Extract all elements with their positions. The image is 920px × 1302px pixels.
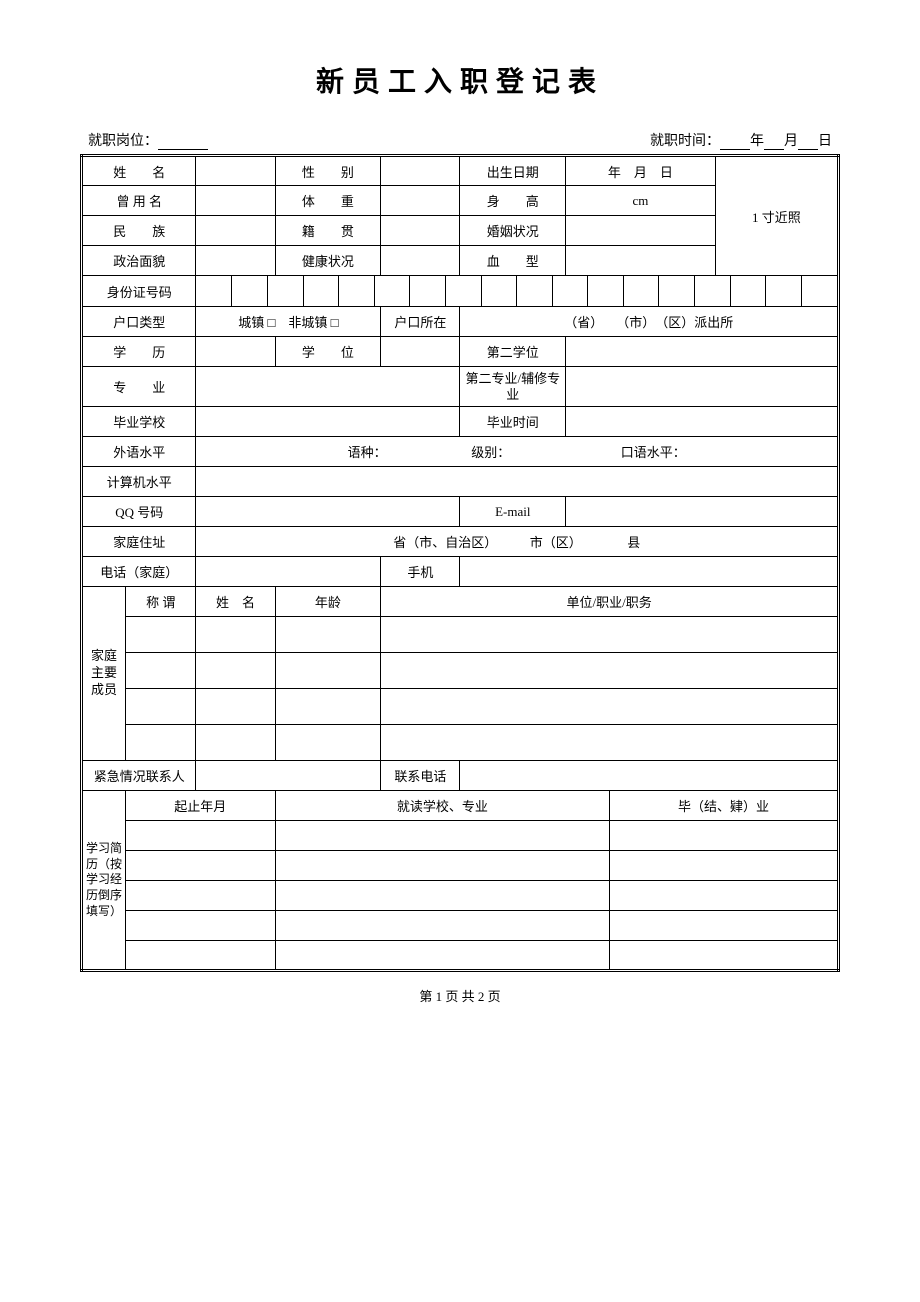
field-blood[interactable] [566, 246, 716, 276]
label-major: 专 业 [82, 367, 196, 407]
field-hukou-loc[interactable]: （省） （市） （区）派出所 [460, 307, 839, 337]
registration-form: 姓 名 性 别 出生日期 年 月 日 1 寸近照 曾 用 名 体 重 身 高 c… [80, 154, 840, 972]
study-row[interactable] [126, 851, 276, 881]
label-degree: 学 位 [275, 337, 381, 367]
header-row: 就职岗位： 就职时间：年月日 [80, 130, 840, 150]
field-education[interactable] [196, 337, 275, 367]
label-period: 起止年月 [126, 791, 276, 821]
fam-row[interactable] [126, 653, 196, 689]
field-email[interactable] [566, 497, 839, 527]
label-name: 姓 名 [82, 156, 196, 186]
field-mobile[interactable] [460, 557, 839, 587]
field-weight[interactable] [381, 186, 460, 216]
field-native-place[interactable] [381, 216, 460, 246]
label-grad-status: 毕（结、肄）业 [610, 791, 839, 821]
field-name[interactable] [196, 156, 275, 186]
field-second-major[interactable] [566, 367, 839, 407]
field-home-phone[interactable] [196, 557, 381, 587]
label-relation: 称 谓 [126, 587, 196, 617]
label-hukou-loc: 户口所在 [381, 307, 460, 337]
label-marital: 婚姻状况 [460, 216, 566, 246]
field-major[interactable] [196, 367, 460, 407]
field-computer[interactable] [196, 467, 839, 497]
field-health[interactable] [381, 246, 460, 276]
label-mobile: 手机 [381, 557, 460, 587]
study-row[interactable] [126, 911, 276, 941]
study-row[interactable] [126, 881, 276, 911]
label-study-section: 学习简历（按学习经历倒序填写） [82, 791, 126, 971]
label-home-phone: 电话（家庭） [82, 557, 196, 587]
label-weight: 体 重 [275, 186, 381, 216]
label-health: 健康状况 [275, 246, 381, 276]
field-birth[interactable]: 年 月 日 [566, 156, 716, 186]
field-ethnicity[interactable] [196, 216, 275, 246]
field-emergency[interactable] [196, 761, 381, 791]
label-emergency-phone: 联系电话 [381, 761, 460, 791]
field-marital[interactable] [566, 216, 716, 246]
fam-row[interactable] [126, 725, 196, 761]
label-education: 学 历 [82, 337, 196, 367]
field-school[interactable] [196, 407, 460, 437]
field-qq[interactable] [196, 497, 460, 527]
label-blood: 血 型 [460, 246, 566, 276]
label-study-school: 就读学校、专业 [275, 791, 609, 821]
field-gender[interactable] [381, 156, 460, 186]
form-title: 新员工入职登记表 [80, 60, 840, 100]
label-political: 政治面貌 [82, 246, 196, 276]
label-home-addr: 家庭住址 [82, 527, 196, 557]
study-row[interactable] [126, 821, 276, 851]
label-computer: 计算机水平 [82, 467, 196, 497]
field-degree[interactable] [381, 337, 460, 367]
page-footer: 第 1 页 共 2 页 [80, 986, 840, 1005]
field-id-number[interactable] [196, 276, 839, 307]
label-grad-time: 毕业时间 [460, 407, 566, 437]
label-height: 身 高 [460, 186, 566, 216]
field-second-degree[interactable] [566, 337, 839, 367]
field-height[interactable]: cm [566, 186, 716, 216]
label-unit: 单位/职业/职务 [381, 587, 839, 617]
position-label: 就职岗位： [88, 134, 158, 149]
label-age: 年龄 [275, 587, 381, 617]
label-gender: 性 别 [275, 156, 381, 186]
fam-row[interactable] [126, 617, 196, 653]
label-id-number: 身份证号码 [82, 276, 196, 307]
label-emergency: 紧急情况联系人 [82, 761, 196, 791]
field-grad-time[interactable] [566, 407, 839, 437]
label-email: E-mail [460, 497, 566, 527]
time-label: 就职时间： [650, 134, 720, 149]
study-row[interactable] [126, 941, 276, 971]
label-foreign-lang: 外语水平 [82, 437, 196, 467]
field-former-name[interactable] [196, 186, 275, 216]
label-second-degree: 第二学位 [460, 337, 566, 367]
field-political[interactable] [196, 246, 275, 276]
field-emergency-phone[interactable] [460, 761, 839, 791]
label-hukou-type: 户口类型 [82, 307, 196, 337]
label-former-name: 曾 用 名 [82, 186, 196, 216]
label-native-place: 籍 贯 [275, 216, 381, 246]
label-qq: QQ 号码 [82, 497, 196, 527]
label-fam-name: 姓 名 [196, 587, 275, 617]
fam-row[interactable] [126, 689, 196, 725]
label-ethnicity: 民 族 [82, 216, 196, 246]
label-birth: 出生日期 [460, 156, 566, 186]
label-school: 毕业学校 [82, 407, 196, 437]
photo-box[interactable]: 1 寸近照 [715, 156, 838, 276]
field-foreign-lang[interactable]: 语种： 级别： 口语水平： [196, 437, 839, 467]
field-home-addr[interactable]: 省（市、自治区） 市（区） 县 [196, 527, 839, 557]
label-second-major: 第二专业/辅修专业 [460, 367, 566, 407]
field-hukou-type[interactable]: 城镇 □ 非城镇 □ [196, 307, 381, 337]
label-family-section: 家庭主要成员 [82, 587, 126, 761]
